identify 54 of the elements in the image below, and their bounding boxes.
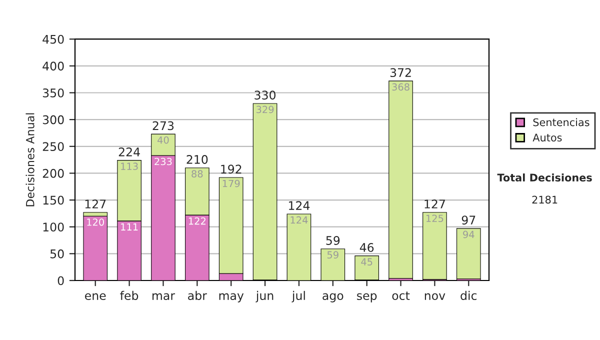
x-tick-label: ene (85, 293, 106, 300)
data-label: 179 (222, 180, 240, 188)
data-label: 45 (361, 258, 372, 266)
total-label: 59 (326, 236, 340, 245)
x-tick-label: mar (152, 293, 176, 300)
data-label: 120 (87, 218, 104, 226)
total-label: 273 (152, 121, 174, 130)
data-label: 329 (256, 106, 274, 114)
total-label: 330 (254, 90, 276, 100)
x-tick-label: sep (357, 293, 377, 302)
text: 2181 (532, 196, 558, 204)
data-label: 59 (327, 251, 338, 259)
legend-label: Autos (532, 134, 562, 142)
total-label: 224 (118, 148, 140, 156)
x-tick-label: abr (188, 290, 207, 300)
data-label: 124 (290, 216, 308, 224)
total-label: 372 (390, 68, 411, 78)
y-tick-label: 400 (42, 62, 64, 71)
x-tick-label: feb (120, 290, 138, 300)
total-label: 124 (288, 201, 310, 210)
data-label: 233 (154, 158, 172, 166)
data-label: 125 (426, 214, 444, 222)
total-label: 127 (424, 200, 445, 208)
y-axis-title: Decisiones Anual (26, 113, 34, 206)
total-label: 192 (221, 164, 242, 174)
text: Total Decisiones (497, 173, 592, 182)
legend-label: Sentencias (533, 118, 590, 126)
x-tick-label: oct (392, 292, 410, 300)
x-tick-label: jul (292, 290, 305, 302)
x-tick-label: dic (460, 290, 477, 300)
y-tick-label: 450 (42, 34, 64, 44)
total-label: 210 (186, 155, 208, 164)
y-tick-label: 300 (42, 115, 64, 124)
y-tick-label: 200 (42, 168, 64, 178)
total-label: 97 (462, 216, 476, 225)
data-label: 368 (392, 83, 410, 91)
y-tick-label: 350 (42, 88, 64, 98)
data-label: 40 (158, 136, 169, 144)
total-label: 46 (360, 242, 374, 252)
y-tick-label: 100 (43, 222, 64, 232)
data-label: 88 (192, 170, 203, 178)
y-tick-label: 50 (50, 249, 64, 258)
y-tick-label: 150 (43, 196, 64, 205)
x-tick-label: nov (424, 293, 446, 300)
x-tick-label: ago (322, 293, 344, 302)
data-label: 94 (463, 230, 474, 238)
x-tick-label: jun (256, 290, 274, 302)
data-label: 113 (121, 162, 138, 170)
total-label: 127 (85, 200, 106, 208)
data-label: 122 (188, 217, 206, 225)
data-label: 111 (121, 223, 138, 230)
x-tick-label: may (219, 293, 244, 302)
y-tick-label: 250 (42, 142, 64, 152)
y-tick-label: 0 (58, 276, 64, 286)
